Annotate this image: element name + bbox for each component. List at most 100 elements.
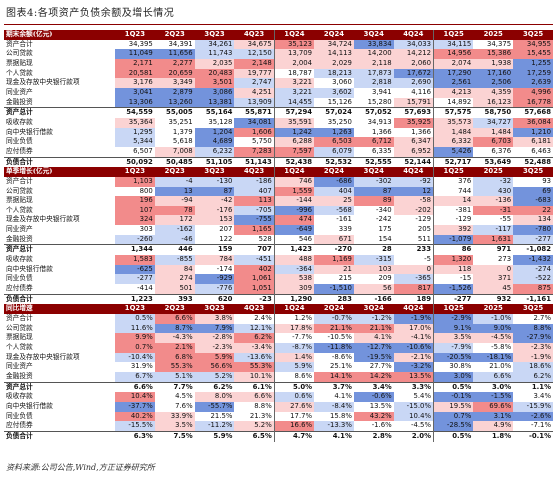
row-label: 同业负债 <box>6 274 33 283</box>
column-header: 1Q23 <box>115 304 155 315</box>
row-label: 资产合计 <box>6 39 33 48</box>
table-cell: 52,532 <box>314 156 354 168</box>
table-cell: 1,366 <box>371 127 392 136</box>
table-cell: 6,952 <box>393 146 434 158</box>
table-cell: -4.5% <box>411 421 431 430</box>
table-cell: 2,148 <box>234 58 275 69</box>
table-cell: 52,438 <box>273 156 315 168</box>
table-cell: 274 <box>154 274 195 285</box>
table-cell: 154 <box>378 234 392 243</box>
table-cell: 4,116 <box>411 87 431 96</box>
table-cell: 6,079 <box>314 146 354 158</box>
table-cell: 14.1% <box>314 371 354 383</box>
table-cell: 53,649 <box>473 156 514 168</box>
table-cell: 20,581 <box>115 68 155 79</box>
table-cell: 209 <box>378 274 392 283</box>
table-cell: 33,834 <box>353 39 394 50</box>
table-cell: 5,426 <box>433 146 474 158</box>
table-cell: 8.7% <box>154 323 195 334</box>
column-header: 2025 <box>473 304 514 315</box>
table-row: 应付债券 -414 501 -776 1,051 309 -1,510 56 817 -1,526… <box>4 284 553 295</box>
table-cell: 13,306 <box>115 97 155 108</box>
column-header: 2Q24 <box>314 167 354 177</box>
table-cell: 35,123 <box>273 39 315 50</box>
table-cell: 172 <box>154 215 195 226</box>
table-cell: 6,181 <box>513 137 553 147</box>
table-cell: 8.6% <box>273 371 315 383</box>
table-row: 公司贷款 11,049 11,656 11,743 12,150 13,709 14,113… <box>4 49 553 59</box>
table-cell: 446 <box>154 244 195 256</box>
table-cell: 6,507 <box>133 146 153 155</box>
table-cell: 2,747 <box>234 78 275 88</box>
table-row: 向中央银行借款 -37.7% 7.6% -55.7% 8.8% 27.6% -8.4% 13.… <box>4 401 553 412</box>
table-cell: 10.4% <box>115 392 155 402</box>
table-cell: 511 <box>417 234 431 243</box>
table-cell: 52,555 <box>353 156 394 168</box>
column-header: 4Q23 <box>234 304 275 315</box>
table-cell: -1,432 <box>513 255 553 265</box>
table-cell: 4.9% <box>473 421 514 432</box>
table-cell: 6.2% <box>234 333 275 343</box>
table-cell: 6,347 <box>393 137 434 147</box>
table-row: 吸收存款 1,583 -855 784 -451 488 1,169 -315 -5 1,320 2… <box>4 255 553 265</box>
table-cell: 31.9% <box>130 362 153 371</box>
table-cell: -365 <box>393 274 434 285</box>
table-cell: 3.5% <box>433 333 474 343</box>
table-cell: 189 <box>393 293 434 305</box>
table-cell: 107 <box>115 205 155 216</box>
table-cell: -1,161 <box>513 293 553 305</box>
table-cell: 52,717 <box>433 156 474 168</box>
table-cell: 2,639 <box>513 78 553 88</box>
table-cell: 4.1% <box>334 392 352 401</box>
table-cell: -13.3% <box>314 421 354 432</box>
row-label: 个人贷款 <box>6 68 33 77</box>
table-cell: 1,631 <box>473 234 514 245</box>
table-cell: 3,086 <box>194 87 235 98</box>
table-cell: 34,033 <box>393 39 434 50</box>
table-cell: -15.5% <box>115 421 155 432</box>
table-cell: 1.8% <box>473 430 514 442</box>
table-cell: 13,909 <box>234 97 275 108</box>
section-header: 单季增长(亿元) 1Q23 2Q23 3Q23 4Q23 1Q24 2Q24 3Q24 4Q24… <box>4 167 553 177</box>
table-cell: 2,879 <box>154 87 195 98</box>
table-cell: 3.0% <box>473 381 514 393</box>
table-cell: 34,081 <box>234 117 275 128</box>
table-cell: -8.4% <box>314 401 354 412</box>
table-row: 同业负债 40.2% 33.9% 21.5% 21.3% 17.7% 15.8% 43.2% 1… <box>4 411 553 422</box>
table-cell: 14,892 <box>433 97 474 108</box>
table-cell: 784 <box>194 255 235 265</box>
table-cell: 4,251 <box>234 87 275 98</box>
table-cell: 4.5% <box>175 392 193 401</box>
table-cell: -277 <box>513 234 553 245</box>
row-label: 金融投资 <box>6 371 33 380</box>
column-header: 1Q24 <box>273 167 315 177</box>
table-cell: -1,510 <box>314 284 354 295</box>
row-label: 公司贷款 <box>6 186 33 195</box>
table-cell: 57,052 <box>353 107 394 118</box>
table-row: 向中央银行借款 -625 84 -174 402 -364 21 103 0 118 0 -274 <box>4 264 553 275</box>
table-cell: 1,320 <box>433 255 474 265</box>
table-cell: -58 <box>393 196 434 206</box>
table-cell: 3.0% <box>433 371 474 383</box>
table-cell: 3,221 <box>273 78 315 88</box>
table-cell: 8.8% <box>513 323 553 334</box>
table-cell: 17,873 <box>353 68 394 79</box>
column-header: 3Q23 <box>194 30 235 40</box>
table-cell: 21.1% <box>353 323 394 334</box>
table-cell: -4.5% <box>473 333 514 343</box>
table-cell: -0.1% <box>433 392 474 402</box>
table-cell: -4 <box>154 176 195 187</box>
table-cell: 3,602 <box>314 87 354 98</box>
table-cell: 1,204 <box>194 127 235 138</box>
row-label: 金融投资 <box>6 234 33 243</box>
table-cell: 0 <box>473 264 514 275</box>
table-cell: -32 <box>473 176 514 187</box>
table-cell: 5,344 <box>115 137 155 147</box>
column-header: 2Q23 <box>154 167 195 177</box>
table-cell: -136 <box>473 196 514 206</box>
row-label: 同业资产 <box>6 362 33 371</box>
table-row: 票据贴现 196 -94 -42 113 -144 25 89 -58 14 -136 -683 <box>4 196 553 206</box>
table-row: 同业资产 3,041 2,879 3,086 4,251 3,221 3,602 3,941 4… <box>4 87 553 98</box>
table-cell: 2,118 <box>353 58 394 69</box>
table-cell: 5.0% <box>273 381 315 393</box>
